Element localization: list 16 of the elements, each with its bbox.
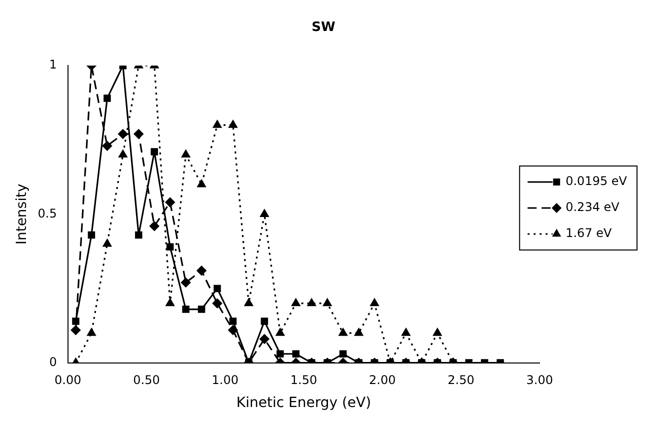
legend-label: 0.0195 eV	[566, 174, 628, 188]
legend-label: 0.234 eV	[566, 200, 620, 214]
legend-label: 1.67 eV	[566, 226, 613, 240]
y-axis-title: Intensity	[14, 184, 30, 245]
x-axis-title: Kinetic Energy (eV)	[236, 395, 372, 412]
y-tick-label: 0.5	[38, 206, 57, 220]
x-tick-label: 1.50	[290, 373, 318, 388]
x-tick-label: 0.00	[54, 373, 82, 388]
x-tick-label: 2.00	[369, 373, 396, 388]
y-tick-label: 1	[49, 58, 57, 72]
chart-title: SW	[312, 20, 336, 36]
x-tick-label: 2.50	[448, 373, 474, 388]
y-tick-label: 0	[49, 354, 57, 369]
x-tick-label: 3.00	[526, 373, 553, 388]
x-tick-label: 0.50	[133, 373, 160, 388]
x-tick-label: 1.00	[212, 373, 238, 388]
